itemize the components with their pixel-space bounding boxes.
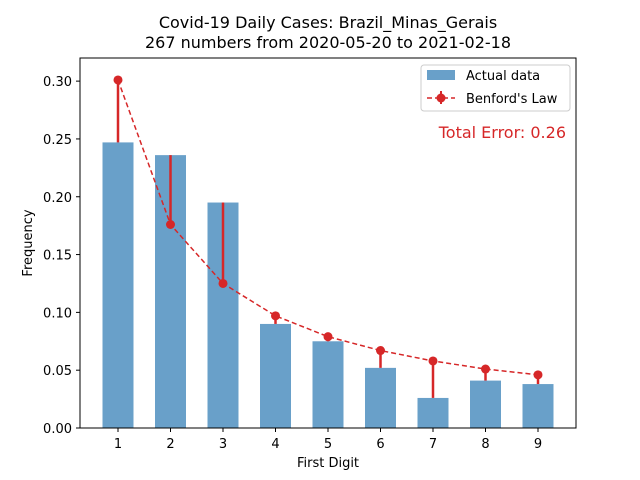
x-tick-label-3: 3 [219, 437, 227, 452]
benford-point-digit-6 [376, 346, 385, 356]
bar-digit-1 [102, 142, 134, 428]
legend: Actual data Benford's Law [420, 64, 571, 112]
benford-point-digit-1 [113, 75, 123, 85]
y-tick-label: 0.00 [43, 422, 72, 437]
x-tick-label-1: 1 [114, 437, 122, 452]
y-axis-label: Frequency [21, 209, 36, 276]
bar-digit-9 [522, 384, 554, 428]
legend-label-actual: Actual data [466, 69, 540, 84]
benford-line [117, 79, 539, 376]
chart-title: Covid-19 Daily Cases: Brazil_Minas_Gerai… [159, 13, 497, 33]
y-tick-label: 0.25 [43, 133, 72, 148]
benford-point-digit-3 [218, 278, 228, 288]
legend-bar-swatch [427, 70, 455, 80]
actual-data-bars [102, 142, 554, 428]
bar-digit-5 [312, 341, 344, 428]
x-axis-ticks: 1 2 3 4 5 6 7 8 9 [114, 428, 542, 452]
benford-point-digit-7 [428, 356, 438, 366]
x-tick-label-6: 6 [376, 437, 384, 452]
x-tick-label-7: 7 [429, 437, 437, 452]
x-tick-label-5: 5 [324, 437, 332, 452]
bar-digit-7 [417, 397, 449, 428]
legend-label-benford: Benford's Law [466, 92, 558, 107]
y-tick-label: 0.30 [43, 75, 72, 90]
y-tick-label: 0.20 [43, 191, 72, 206]
legend-box [420, 64, 571, 112]
x-tick-label-2: 2 [166, 437, 174, 452]
bar-digit-6 [365, 367, 396, 428]
x-tick-label-8: 8 [481, 437, 489, 452]
bar-digit-4 [260, 323, 291, 428]
y-tick-label: 0.10 [43, 306, 72, 321]
benford-point-digit-5 [323, 332, 333, 342]
legend-marker-swatch [436, 93, 446, 103]
benford-point-digit-9 [533, 370, 543, 380]
benford-point-digit-2 [166, 220, 175, 229]
benford-markers [113, 75, 543, 380]
y-tick-label: 0.05 [43, 364, 72, 379]
chart-subtitle: 267 numbers from 2020-05-20 to 2021-02-1… [145, 33, 511, 52]
bar-digit-8 [470, 380, 501, 428]
benford-point-digit-8 [481, 364, 490, 374]
x-tick-label-4: 4 [271, 437, 279, 452]
y-axis-ticks: 0.00 0.05 0.10 0.15 0.20 0.25 0.30 [43, 75, 80, 437]
benford-point-digit-4 [271, 311, 280, 321]
total-error-annotation: Total Error: 0.26 [438, 123, 566, 142]
x-axis-label: First Digit [297, 456, 359, 471]
x-tick-label-9: 9 [534, 437, 542, 452]
y-tick-label: 0.15 [43, 249, 72, 264]
